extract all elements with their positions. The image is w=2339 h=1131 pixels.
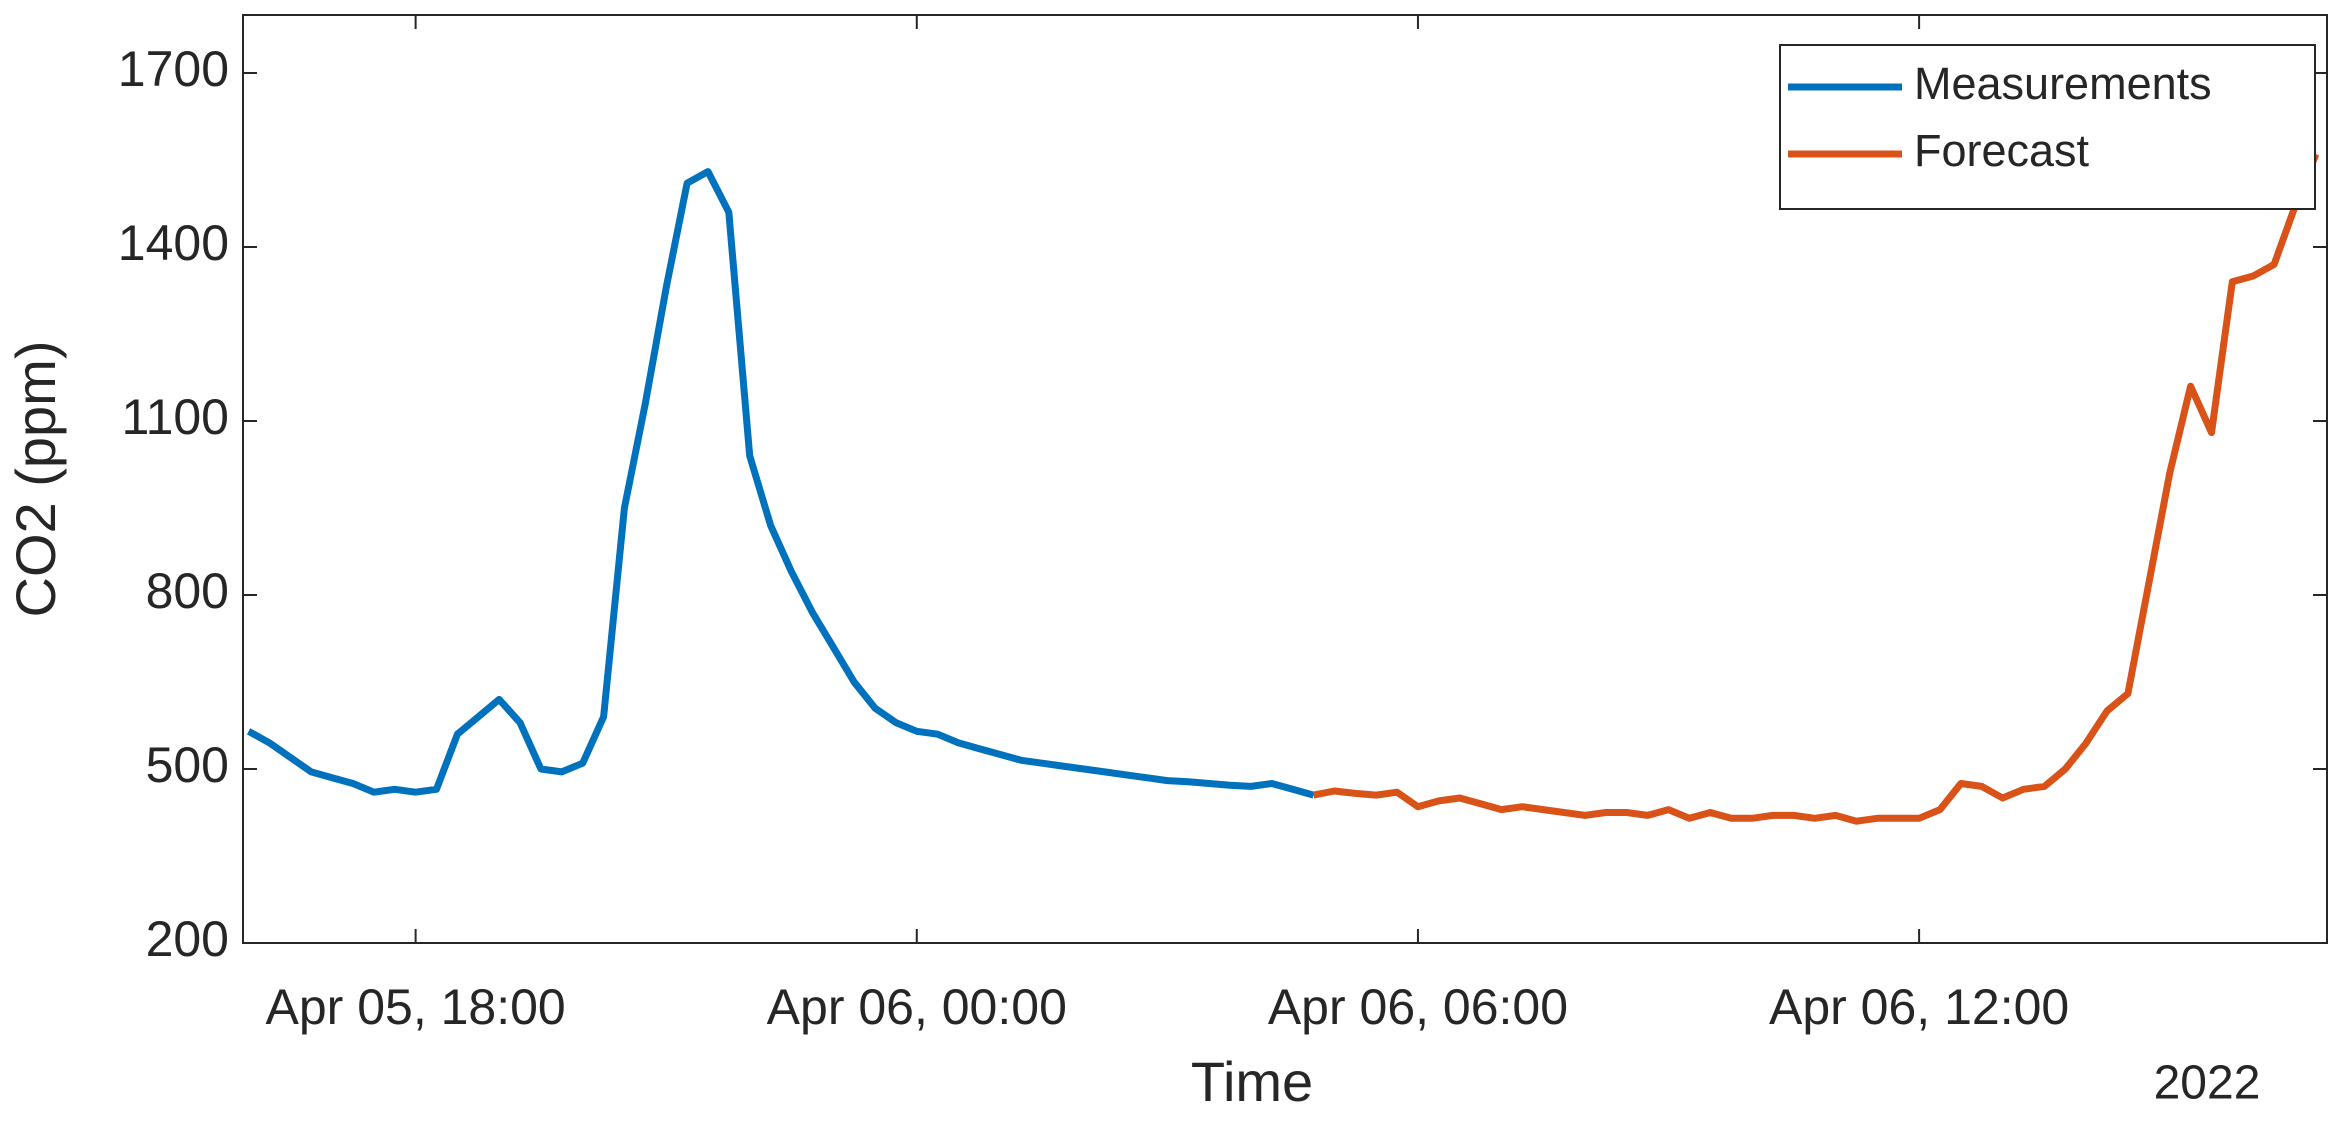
y-axis-label: CO2 (ppm) xyxy=(4,341,67,618)
x-tick-label: Apr 06, 06:00 xyxy=(1268,979,1568,1035)
y-tick-label: 800 xyxy=(146,563,229,619)
y-tick-label: 1400 xyxy=(118,215,229,271)
plot-frame xyxy=(242,14,2328,944)
legend-label: Forecast xyxy=(1914,125,2090,176)
y-tick-label: 500 xyxy=(146,737,229,793)
x-tick-label: Apr 06, 00:00 xyxy=(767,979,1067,1035)
x-axis-label: Time xyxy=(1191,1050,1313,1113)
data-line xyxy=(246,168,1315,799)
y-tick-label: 1700 xyxy=(118,41,229,97)
x-tick-label: Apr 05, 18:00 xyxy=(266,979,566,1035)
x-secondary-label: 2022 xyxy=(2154,1057,2261,1110)
legend-label: Measurements xyxy=(1914,58,2212,109)
data-line xyxy=(1312,152,2320,825)
x-tick-label: Apr 06, 12:00 xyxy=(1769,979,2069,1035)
legend-box xyxy=(1779,44,2316,210)
y-tick-label: 200 xyxy=(146,911,229,967)
y-tick-label: 1100 xyxy=(121,389,229,445)
